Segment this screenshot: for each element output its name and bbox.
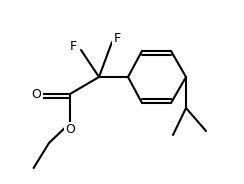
Text: O: O	[31, 88, 41, 100]
Text: F: F	[70, 40, 77, 53]
Text: O: O	[65, 123, 75, 136]
Text: F: F	[113, 32, 121, 45]
